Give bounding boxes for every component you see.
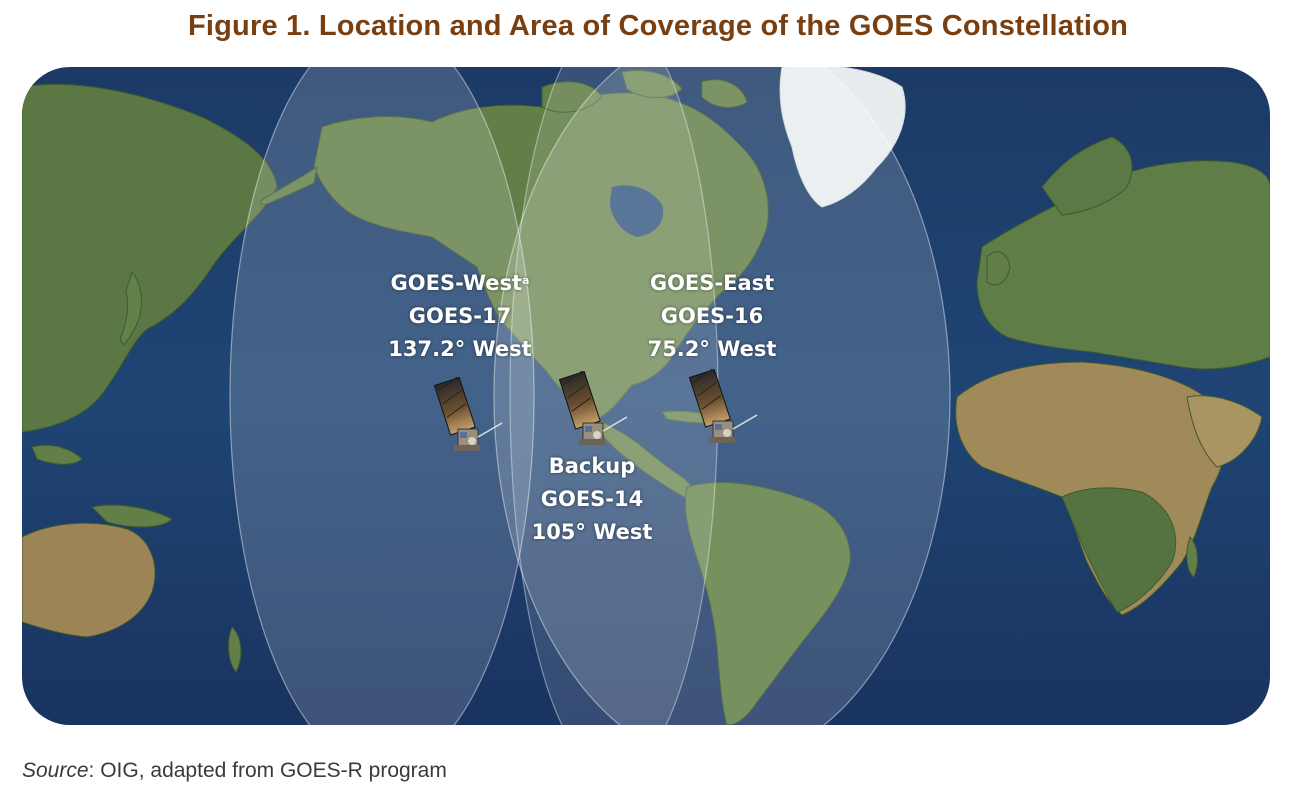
source-label: Source	[22, 759, 89, 782]
goes-east-satellite: GOES-16	[660, 304, 764, 328]
backup-label: Backup GOES-14 105° West	[492, 450, 692, 549]
goes-west-name: GOES-West	[390, 271, 523, 295]
source-text: : OIG, adapted from GOES-R program	[88, 759, 447, 782]
goes-west-satellite: GOES-17	[408, 304, 512, 328]
figure-title: Figure 1. Location and Area of Coverage …	[187, 10, 1129, 42]
goes-east-label: GOES-East GOES-16 75.2° West	[612, 267, 812, 366]
source-note: Source: OIG, adapted from GOES-R program	[22, 759, 447, 783]
coverage-areas	[229, 67, 951, 725]
goes-east-name: GOES-East	[649, 271, 775, 295]
world-map	[22, 67, 1270, 725]
goes-west-label: GOES-Westa GOES-17 137.2° West	[360, 267, 560, 366]
goes-west-longitude: 137.2° West	[388, 337, 532, 361]
goes-west-coverage	[229, 67, 535, 725]
backup-name: Backup	[548, 454, 636, 478]
goes-east-longitude: 75.2° West	[647, 337, 777, 361]
backup-satellite: GOES-14	[540, 487, 644, 511]
goes-west-footnote: a	[522, 274, 530, 287]
coverage-map: GOES-Westa GOES-17 137.2° West GOES-East…	[22, 67, 1270, 725]
landmasses	[22, 67, 1270, 725]
backup-longitude: 105° West	[531, 520, 653, 544]
